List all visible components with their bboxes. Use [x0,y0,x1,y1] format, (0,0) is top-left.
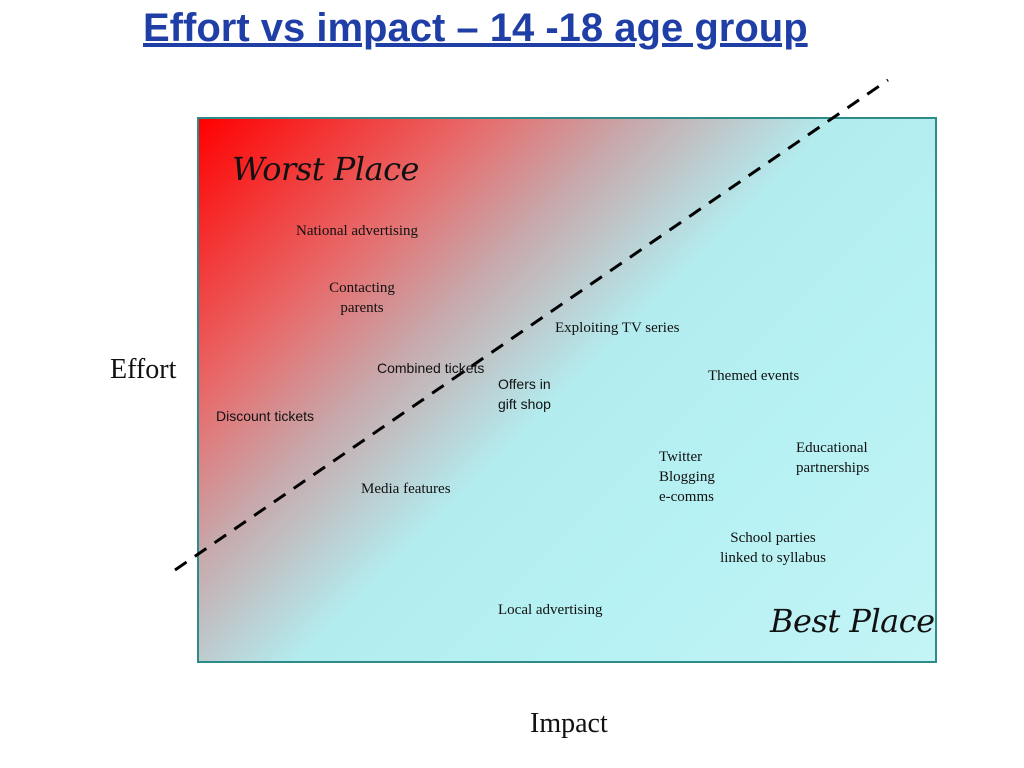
item-national-advertising: National advertising [296,223,419,239]
item-local-advertising: Local advertising [498,602,603,618]
item-school-parties: School parties linked to syllabus [703,528,843,568]
item-offers-gift-shop: Offers in gift shop [498,374,551,414]
item-line: Offers in [498,376,551,392]
x-axis-label: Impact [530,708,608,739]
item-exploiting-tv-series: Exploiting TV series [555,320,680,336]
item-line: Educational [796,440,868,456]
item-line: linked to syllabus [720,550,826,566]
slide-title: Effort vs impact – 14 -18 age group [143,6,808,50]
item-line: parents [340,300,384,316]
item-line: partnerships [796,460,870,476]
item-contacting-parents: Contacting parents [312,278,412,318]
item-line: gift shop [498,396,551,412]
item-educational-partnerships: Educational partnerships [796,438,869,478]
item-line: Twitter [659,449,703,465]
item-line: e-comms [659,489,714,505]
item-media-features: Media features [361,481,451,497]
effort-impact-matrix [197,117,937,663]
item-line: School parties [730,530,816,546]
item-themed-events: Themed events [708,368,800,384]
item-discount-tickets: Discount tickets [216,408,315,424]
worst-place-label: Worst Place [232,150,419,188]
item-line: Blogging [659,469,715,485]
item-combined-tickets: Combined tickets [377,360,485,376]
item-line: Contacting [329,280,395,296]
best-place-label: Best Place [770,602,935,640]
item-twitter-blogging-ecomms: Twitter Blogging e-comms [659,447,715,507]
y-axis-label: Effort [110,354,177,385]
